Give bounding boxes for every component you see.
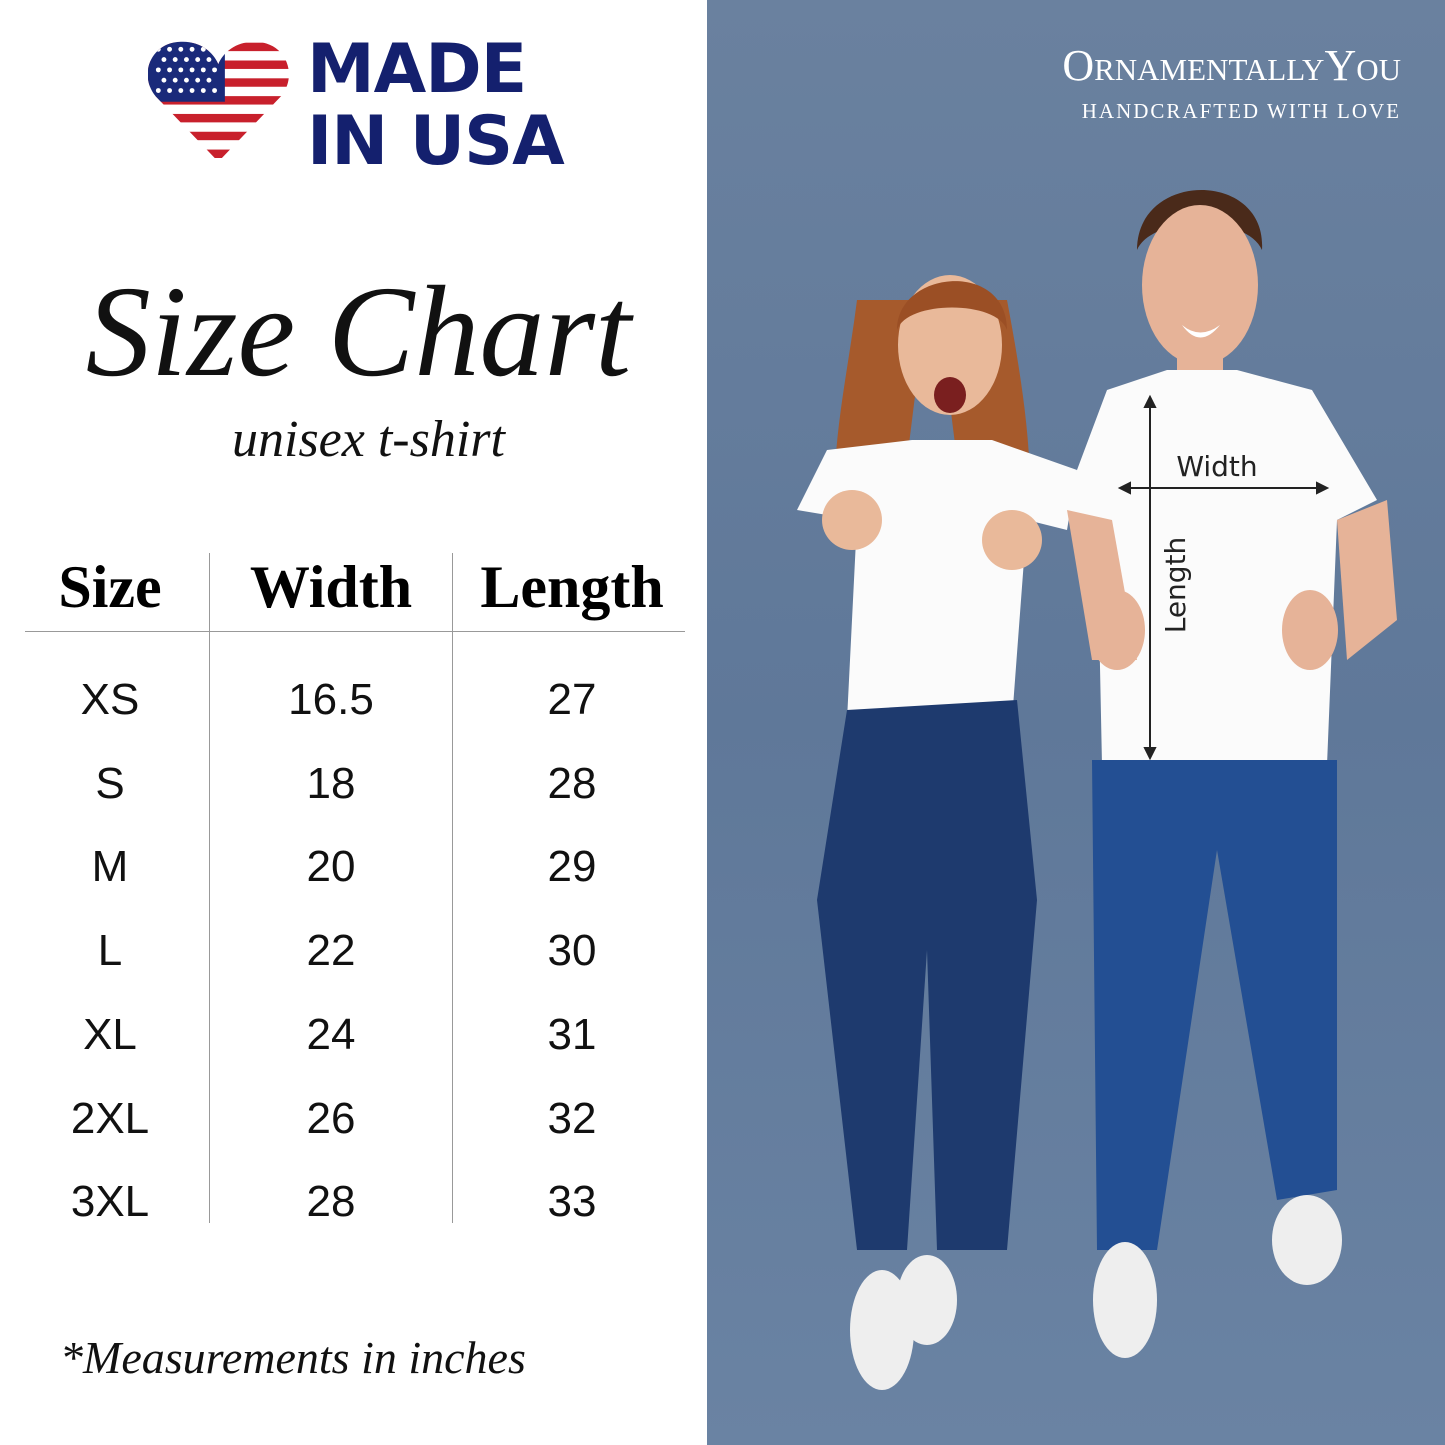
width-cell: 28: [306, 1177, 356, 1227]
length-cell: 30: [547, 926, 597, 976]
star-icon: [155, 88, 161, 93]
star-icon: [172, 57, 178, 62]
width-cell: 18: [306, 758, 356, 808]
width-cell: 24: [306, 1009, 356, 1059]
star-icon: [155, 67, 161, 73]
length-cell: 27: [547, 675, 597, 724]
length-cell: 33: [547, 1177, 597, 1227]
star-icon: [161, 57, 167, 62]
page-subtitle: unisex t-shirt: [232, 411, 505, 468]
width-cell: 22: [306, 926, 356, 976]
size-chart-panel: MADE IN USA Size Chart unisex t-shirt Si…: [0, 0, 707, 1445]
star-icon: [184, 77, 189, 83]
star-icon: [195, 77, 201, 83]
width-arrow: [1117, 481, 1330, 495]
length-arrow: [1143, 394, 1157, 761]
page-title: Size Chart: [85, 260, 632, 404]
size-cell: XL: [83, 1009, 137, 1059]
star-icon: [212, 46, 217, 52]
star-icon: [178, 46, 184, 52]
width-label: Width: [1176, 450, 1257, 483]
star-icon: [200, 88, 206, 93]
star-icon: [195, 57, 201, 62]
star-icon: [206, 57, 212, 62]
us-flag-heart-icon: [148, 41, 289, 162]
made-in-usa-text: MADE IN USA: [307, 30, 565, 181]
star-icon: [200, 67, 206, 73]
star-icon: [172, 77, 178, 83]
brand-name: OrnamentallyYou: [1062, 41, 1401, 90]
star-icon: [167, 67, 172, 73]
made-label: MADE: [307, 30, 527, 109]
column-divider: [452, 553, 453, 1223]
models-illustration: Width Length: [797, 190, 1397, 1390]
size-cell: 2XL: [70, 1093, 150, 1143]
length-cell: 32: [547, 1093, 597, 1143]
size-cell: S: [95, 758, 125, 808]
length-cell: 28: [547, 758, 597, 808]
length-cell: 31: [547, 1009, 597, 1059]
width-cell: 20: [306, 842, 356, 892]
star-icon: [167, 88, 172, 93]
header-divider: [25, 631, 685, 632]
star-icon: [189, 67, 195, 73]
woman-figure: [797, 275, 1077, 1390]
size-cell: XS: [80, 675, 140, 724]
star-icon: [206, 77, 212, 83]
star-icon: [178, 88, 184, 93]
size-cell: M: [91, 842, 129, 892]
column-divider: [209, 553, 210, 1223]
star-icon: [189, 46, 195, 52]
star-icon: [167, 46, 172, 52]
brand-logo: OrnamentallyYou HANDCRAFTED WITH LOVE: [1062, 40, 1401, 124]
brand-tagline: HANDCRAFTED WITH LOVE: [1081, 99, 1401, 123]
star-icon: [184, 57, 189, 62]
star-icon: [161, 77, 167, 83]
width-cell: 26: [306, 1093, 356, 1143]
header-length: Length: [480, 554, 664, 620]
star-icon: [212, 88, 217, 93]
star-icon: [189, 88, 195, 93]
star-icon: [212, 67, 217, 73]
star-icon: [178, 67, 184, 73]
width-cell: 16.5: [288, 675, 374, 724]
size-cell: 3XL: [70, 1177, 150, 1227]
header-width: Width: [249, 554, 413, 620]
header-size: Size: [58, 554, 162, 620]
in-usa-label: IN USA: [307, 102, 565, 181]
man-figure: [1062, 190, 1397, 1358]
length-cell: 29: [547, 842, 597, 892]
length-label: Length: [1159, 537, 1192, 634]
footnote: *Measurements in inches: [60, 1332, 526, 1383]
star-icon: [200, 46, 206, 52]
star-icon: [155, 46, 161, 52]
size-cell: L: [97, 926, 123, 976]
